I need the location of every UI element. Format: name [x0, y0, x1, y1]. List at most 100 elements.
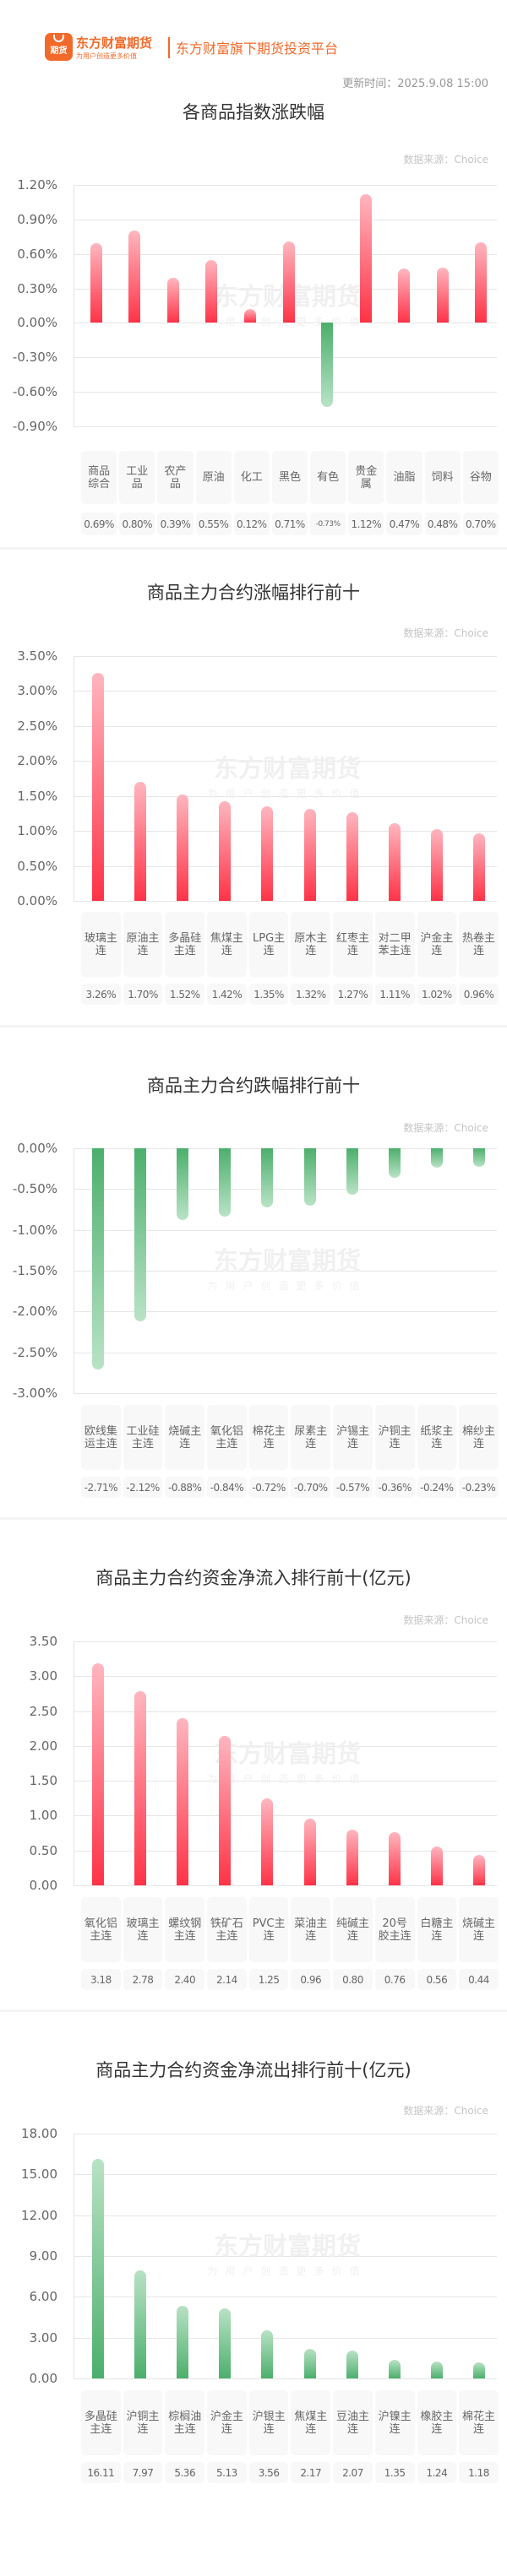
- data-bar[interactable]: [303, 1148, 316, 1206]
- category-value: -0.24%: [417, 1477, 457, 1498]
- y-tick-label: 1.50: [29, 1773, 57, 1789]
- y-tick-label: 0.90%: [17, 211, 57, 227]
- category-value-row: -2.71% -2.12% -0.88% -0.84% -0.72% -0.70% -0.5…: [81, 1477, 499, 1498]
- data-bar[interactable]: [430, 1148, 443, 1169]
- data-source: 数据来源：Choice: [403, 627, 488, 639]
- category-label: 红枣主连: [333, 912, 373, 977]
- section-title: 商品主力合约资金净流出排行前十(亿元): [95, 2060, 412, 2080]
- data-bar[interactable]: [261, 806, 274, 901]
- data-bar[interactable]: [177, 1717, 189, 1885]
- data-bar[interactable]: [261, 1798, 274, 1885]
- data-bar[interactable]: [92, 1148, 105, 1369]
- logo-text: 期货: [50, 46, 68, 56]
- category-label-row: 氧化铝主连 玻璃主连 螺纹钢主连 铁矿石主连 PVC主连 菜油主连 纯碱主连 20号胶主连 白糖…: [81, 1897, 499, 1962]
- category-value: 0.76: [374, 1969, 415, 1990]
- data-bar[interactable]: [134, 1691, 147, 1885]
- data-bar[interactable]: [177, 2305, 189, 2378]
- data-bar[interactable]: [430, 829, 443, 901]
- data-bar[interactable]: [303, 1818, 316, 1885]
- category-label: 纸浆主连: [417, 1405, 457, 1470]
- category-value-row: 16.11 7.97 5.36 5.13 3.56 2.17 2.07 1.35 1.24 1.1…: [81, 2462, 499, 2483]
- data-bar[interactable]: [388, 823, 401, 901]
- data-bar[interactable]: [388, 2360, 401, 2378]
- data-bar[interactable]: [472, 833, 485, 901]
- brand-slogan: 为用户创造更多价值: [76, 52, 137, 60]
- y-tick-label: 0.60%: [17, 246, 57, 262]
- data-bar[interactable]: [90, 243, 102, 323]
- data-bar[interactable]: [134, 1148, 147, 1321]
- category-value: 1.35%: [248, 984, 289, 1005]
- data-bar[interactable]: [346, 2350, 358, 2378]
- data-bar[interactable]: [303, 808, 316, 901]
- gridline: [74, 2378, 497, 2379]
- category-label: 油脂: [386, 451, 422, 504]
- category-value: 1.70%: [123, 984, 163, 1005]
- data-bar[interactable]: [219, 1736, 232, 1885]
- data-bar[interactable]: [134, 782, 147, 901]
- data-bar[interactable]: [359, 193, 372, 323]
- data-bar[interactable]: [430, 1846, 443, 1885]
- data-bar[interactable]: [177, 794, 189, 901]
- watermark: 东方财富期货为用户创造更多价值: [207, 2226, 368, 2278]
- data-bar[interactable]: [303, 2349, 316, 2378]
- category-value: 1.12%: [348, 512, 384, 535]
- gridline: [74, 1271, 497, 1272]
- category-value: 0.80%: [119, 512, 155, 535]
- category-value: 5.36: [165, 2462, 205, 2483]
- data-bar[interactable]: [243, 309, 256, 323]
- data-bar[interactable]: [475, 242, 488, 323]
- data-bar[interactable]: [436, 268, 449, 323]
- data-bar[interactable]: [282, 241, 295, 323]
- category-value: 1.32%: [291, 984, 331, 1005]
- category-label-row: 多晶硅主连 沪铜主连 棕榈油主连 沪金主连 沪银主连 焦煤主连 豆油主连 沪镍主连 橡胶主连 棉花…: [81, 2390, 499, 2455]
- section-title: 各商品指数涨跌幅: [183, 102, 324, 122]
- gridline: [74, 1781, 497, 1782]
- category-label-row: 商品综合 工业品 农产品 原油 化工 黑色 有色 贵金属 油脂 饲料 谷物: [81, 451, 499, 504]
- category-value: 1.25: [248, 1969, 289, 1990]
- category-value: 0.48%: [424, 512, 461, 535]
- data-bar[interactable]: [92, 672, 105, 901]
- data-bar[interactable]: [166, 278, 179, 323]
- data-bar[interactable]: [177, 1148, 189, 1221]
- category-label-row: 玻璃主连 原油主连 多晶硅主连 焦煤主连 LPG主连 原木主连 红枣主连 对二甲苯主连 沪金主连…: [81, 912, 499, 977]
- data-bar[interactable]: [219, 2308, 232, 2378]
- category-value: 2.07: [333, 2462, 373, 2483]
- data-bar[interactable]: [261, 1148, 274, 1207]
- y-tick-label: 1.20%: [17, 177, 57, 193]
- data-bar[interactable]: [430, 2362, 443, 2378]
- data-bar[interactable]: [219, 1148, 232, 1217]
- y-tick-label: 0.00: [29, 2371, 57, 2386]
- category-label: 沪金主连: [207, 2390, 247, 2455]
- data-bar[interactable]: [472, 2362, 485, 2378]
- y-tick-label: 2.50%: [17, 718, 57, 734]
- data-bar[interactable]: [398, 268, 411, 323]
- data-bar[interactable]: [219, 801, 232, 901]
- data-bar[interactable]: [346, 1148, 358, 1196]
- data-bar[interactable]: [321, 323, 334, 407]
- data-bar[interactable]: [388, 1148, 401, 1178]
- category-value: 3.26%: [81, 984, 121, 1005]
- data-bar[interactable]: [205, 259, 218, 323]
- category-value: 2.78: [123, 1969, 163, 1990]
- category-label: 原木主连: [291, 912, 331, 977]
- data-bar[interactable]: [472, 1148, 485, 1168]
- category-label: 玻璃主连: [81, 912, 121, 977]
- data-bar[interactable]: [92, 1663, 105, 1885]
- data-bar[interactable]: [261, 2329, 274, 2378]
- data-bar[interactable]: [346, 1829, 358, 1885]
- data-bar[interactable]: [128, 230, 141, 323]
- gridline: [74, 761, 497, 762]
- data-bar[interactable]: [92, 2159, 105, 2378]
- data-bar[interactable]: [388, 1832, 401, 1885]
- gridline: [74, 795, 497, 797]
- data-bar[interactable]: [346, 811, 358, 901]
- gridline: [74, 901, 497, 902]
- brand-tagline: 东方财富旗下期货投资平台: [176, 41, 339, 57]
- y-tick-label: 1.00: [29, 1808, 57, 1824]
- data-bar[interactable]: [134, 2270, 147, 2378]
- y-tick-label: 9.00: [29, 2248, 57, 2264]
- category-value: -0.57%: [333, 1477, 373, 1498]
- data-bar[interactable]: [472, 1854, 485, 1885]
- chart-plot: 18.00 15.00 12.00 9.00 6.00 3.00 0.00 东方财富期货 为用户…: [21, 2126, 497, 2386]
